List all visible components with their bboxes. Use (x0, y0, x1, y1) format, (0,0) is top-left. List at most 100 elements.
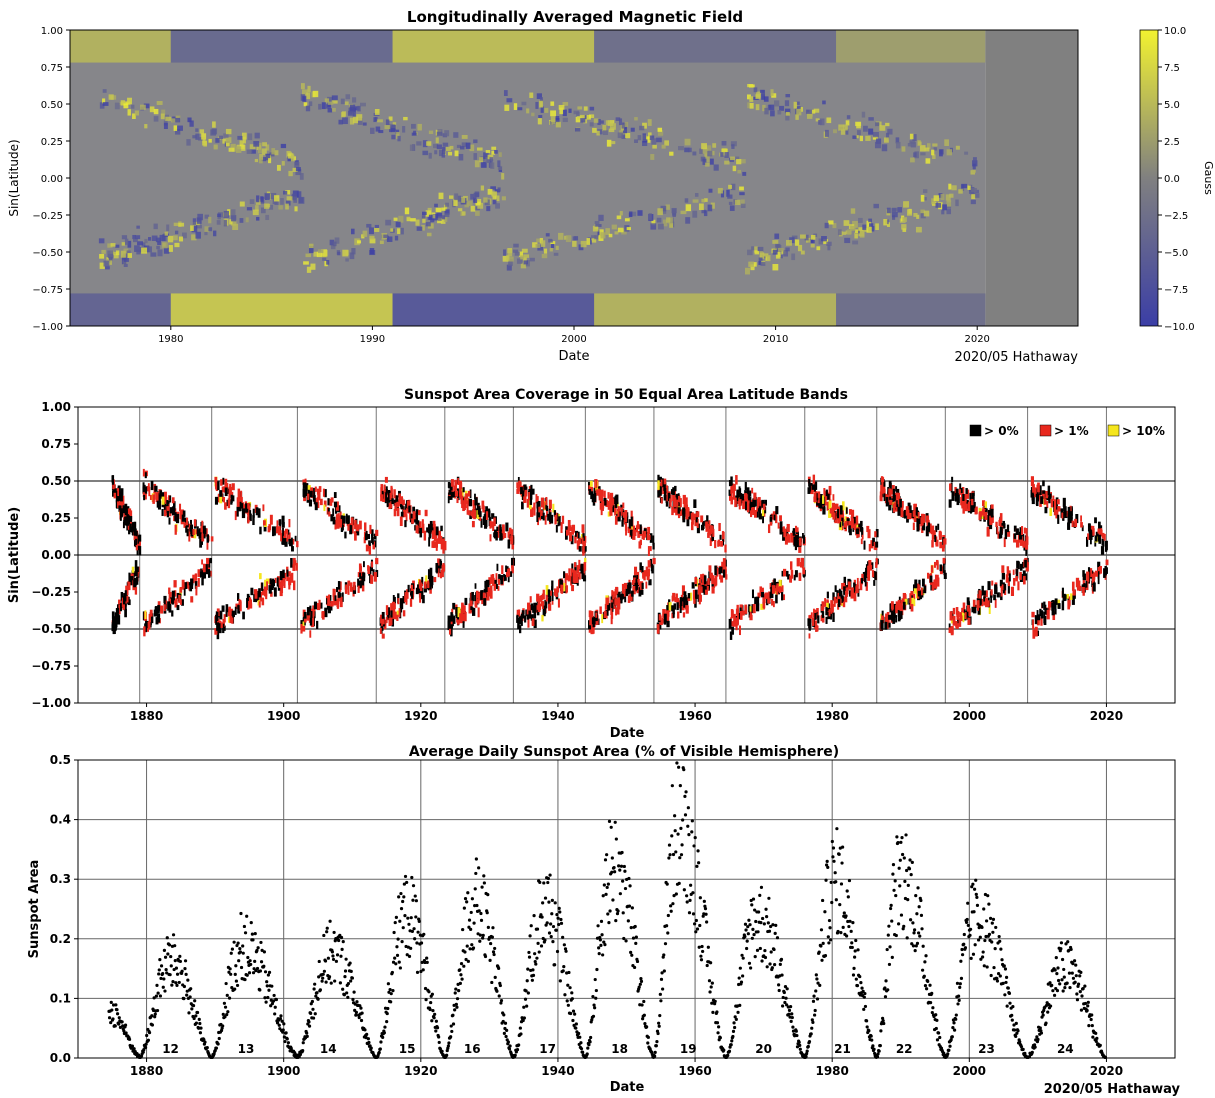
sunspot-coverage-cell (222, 477, 225, 485)
sunspot-coverage-cell (225, 609, 228, 617)
field-patch (331, 95, 338, 101)
sunspot-coverage-cell (911, 597, 915, 604)
sunspot-area-point (147, 1031, 152, 1035)
sunspot-area-point (214, 1046, 219, 1050)
sunspot-coverage-cell (503, 574, 506, 582)
sunspot-coverage-cell (149, 615, 152, 624)
sunspot-coverage-cell (801, 561, 804, 569)
sunspot-coverage-cell (942, 562, 945, 572)
sunspot-coverage-cell (762, 600, 766, 609)
sunspot-coverage-cell (714, 575, 718, 586)
field-patch (949, 193, 954, 198)
sunspot-coverage-cell (203, 527, 207, 535)
sunspot-coverage-cell (927, 522, 931, 532)
x-tick-label: 1990 (360, 334, 385, 345)
sunspot-coverage-cell (639, 524, 642, 535)
sunspot-coverage-cell (227, 498, 231, 509)
field-patch (973, 193, 980, 198)
sunspot-coverage-cell (666, 491, 670, 502)
sunspot-coverage-cell (958, 489, 961, 495)
y-tick-label: −0.25 (32, 211, 63, 222)
sunspot-area-point (413, 894, 417, 898)
field-patch (754, 246, 758, 253)
sunspot-coverage-cell (1080, 515, 1083, 522)
sunspot-coverage-cell (912, 510, 916, 517)
field-patch (474, 160, 480, 168)
field-patch (276, 164, 281, 171)
sunspot-coverage-cell (133, 531, 136, 541)
sunspot-coverage-cell (861, 530, 864, 540)
field-patch (388, 124, 395, 131)
field-patch (426, 232, 432, 237)
sunspot-coverage-cell (424, 509, 428, 517)
field-patch (175, 128, 181, 135)
sunspot-coverage-cell (547, 589, 551, 598)
field-patch (260, 157, 267, 162)
sunspot-coverage-cell (721, 561, 725, 568)
field-patch (972, 163, 976, 170)
field-patch (426, 141, 432, 146)
sunspot-coverage-cell (435, 526, 439, 536)
sunspot-area-point (360, 1011, 364, 1015)
sunspot-coverage-cell (147, 621, 151, 630)
sunspot-coverage-cell (309, 490, 313, 498)
sunspot-area-point (237, 959, 241, 963)
sunspot-coverage-cell (1048, 493, 1052, 500)
sunspot-coverage-cell (771, 598, 774, 606)
field-patch (487, 188, 493, 195)
sunspot-coverage-cell (462, 621, 465, 628)
sunspot-coverage-cell (399, 516, 403, 527)
sunspot-coverage-cell (114, 612, 118, 621)
field-patch (539, 97, 544, 103)
field-patch (611, 141, 616, 145)
field-patch (794, 239, 800, 246)
sunspot-coverage-cell (939, 531, 942, 539)
sunspot-coverage-cell (572, 575, 575, 583)
field-patch (144, 238, 148, 244)
sunspot-coverage-cell (176, 513, 180, 524)
field-patch (302, 96, 307, 102)
sunspot-area-point (173, 944, 177, 948)
sunspot-area-point (127, 1037, 132, 1041)
field-patch (178, 222, 185, 227)
sunspot-area-point (241, 951, 245, 955)
sunspot-coverage-cell (406, 500, 410, 508)
sunspot-coverage-cell (692, 589, 696, 600)
sunspot-coverage-cell (254, 589, 258, 599)
sunspot-coverage-cell (459, 480, 463, 490)
sunspot-coverage-cell (161, 492, 165, 500)
sunspot-area-point (109, 1020, 113, 1025)
sunspot-coverage-cell (379, 627, 382, 634)
sunspot-coverage-cell (450, 614, 454, 620)
sunspot-coverage-cell (117, 501, 121, 508)
sunspot-coverage-cell (955, 621, 958, 628)
x-tick-label: 2000 (561, 334, 586, 345)
field-patch (167, 235, 174, 243)
sunspot-coverage-cell (226, 499, 229, 507)
field-patch (785, 111, 790, 116)
sunspot-coverage-cell (613, 497, 616, 505)
sunspot-area-point (331, 954, 335, 958)
sunspot-coverage-cell (410, 590, 414, 599)
field-patch (535, 101, 539, 109)
sunspot-coverage-cell (273, 587, 277, 597)
sunspot-area-point (325, 930, 329, 934)
sunspot-coverage-cell (210, 536, 214, 542)
sunspot-coverage-cell (632, 585, 636, 593)
sunspot-coverage-cell (676, 598, 680, 606)
sunspot-coverage-cell (469, 489, 472, 499)
sunspot-coverage-cell (705, 521, 708, 528)
sunspot-coverage-cell (687, 593, 691, 599)
field-patch (103, 260, 110, 267)
sunspot-area-point (423, 986, 428, 991)
sunspot-coverage-cell (282, 535, 285, 545)
field-patch (637, 210, 643, 216)
sunspot-coverage-cell (323, 504, 326, 512)
sunspot-area-point (409, 916, 413, 920)
sunspot-coverage-cell (391, 498, 394, 505)
sunspot-coverage-cell (745, 501, 747, 511)
sunspot-area-point (397, 895, 401, 899)
sunspot-coverage-cell (744, 493, 748, 500)
field-patch (964, 151, 969, 155)
sunspot-area-point (325, 926, 329, 930)
